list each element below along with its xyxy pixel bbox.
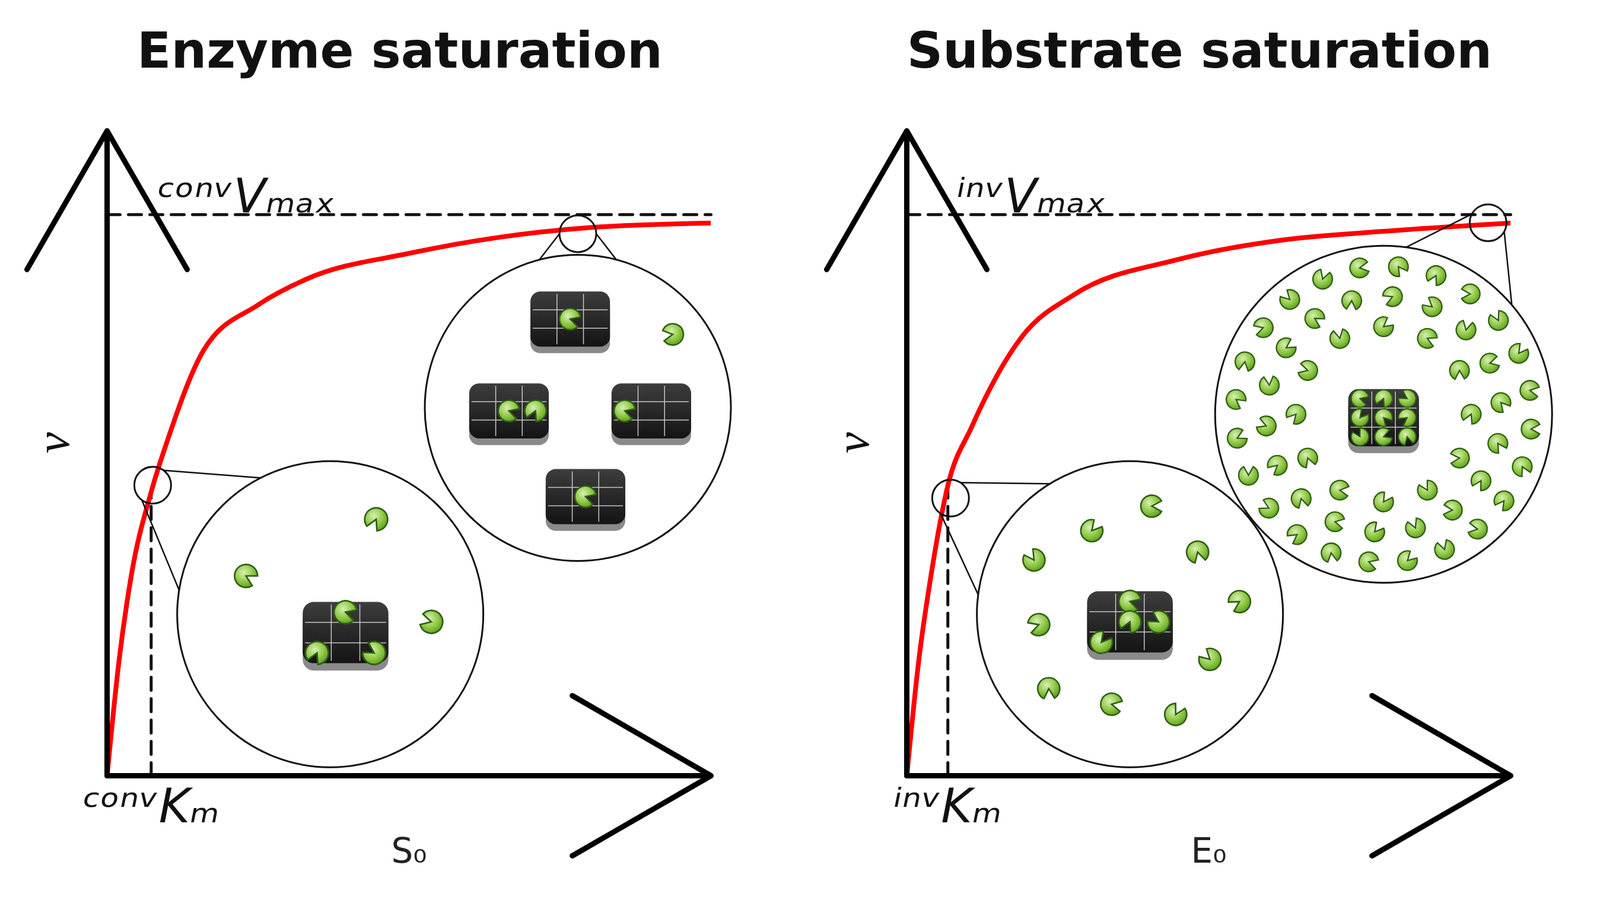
html-text:Substrate saturation: Substrate saturation [907,21,1493,80]
svg-text:E₀: E₀ [1191,830,1227,871]
svg-text:ⁱⁿᵛKₘ: ⁱⁿᵛKₘ [894,778,1003,834]
svg-text:S₀: S₀ [390,830,427,871]
svg-text:ⁱⁿᵛVₘₐₓ: ⁱⁿᵛVₘₐₓ [957,168,1107,224]
svg-text:v: v [26,431,79,454]
html-text:Enzyme saturation: Enzyme saturation [137,21,663,80]
svg-text:v: v [826,431,879,454]
svg-text:ᶜᵒⁿᵛVₘₐₓ: ᶜᵒⁿᵛVₘₐₓ [157,168,336,224]
svg-text:ᶜᵒⁿᵛKₘ: ᶜᵒⁿᵛKₘ [83,778,220,834]
